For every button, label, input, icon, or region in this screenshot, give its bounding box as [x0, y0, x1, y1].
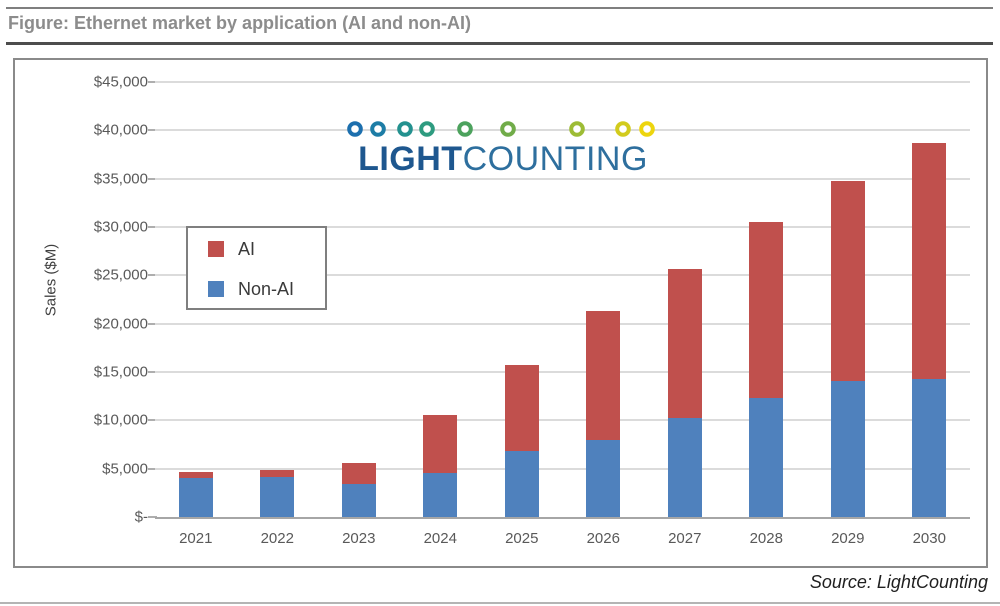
legend-label-ai: AI [238, 238, 256, 259]
logo-wordmark-bold: LIGHT [358, 140, 463, 178]
bar-segment-nonai-2027 [667, 418, 702, 517]
y-axis-tick-label: $15,000 [93, 363, 148, 381]
bar-segment-nonai-2024 [423, 472, 458, 517]
y-axis-tick [148, 322, 157, 325]
y-axis-tick [148, 177, 157, 180]
gridline [155, 467, 970, 470]
footer-rule [0, 602, 1000, 604]
y-axis-ticks [148, 81, 157, 519]
bar-segment-nonai-2023 [341, 484, 376, 517]
bar-segment-nonai-2026 [586, 439, 621, 517]
gridline [155, 274, 970, 277]
x-axis-label-2029: 2029 [831, 530, 865, 547]
y-axis-tick [148, 274, 157, 277]
logo-wordmark-regular: COUNTING [462, 140, 648, 178]
y-axis-tick-label: $35,000 [93, 170, 148, 188]
chart-area: Sales ($M) $- $5,000 $10,000 $15,000 $20,000… [13, 58, 988, 568]
gridline [155, 129, 970, 132]
legend-swatch-nonai [208, 281, 224, 297]
gridline [155, 371, 970, 373]
bar-segment-nonai-2028 [749, 398, 784, 517]
y-axis-tick-label: $20,000 [93, 315, 148, 333]
x-axis-label-2024: 2024 [423, 530, 457, 547]
x-axis-labels: 2021 2022 2023 2024 2025 2026 2027 2028 2029 2030 [155, 530, 970, 550]
bar-segment-nonai-2022 [260, 477, 295, 517]
y-axis-tick [148, 467, 157, 470]
lightcounting-logo: LIGHTCOUNTING [338, 120, 668, 177]
y-axis-tick [148, 371, 157, 373]
y-axis-tick-label: $10,000 [93, 411, 148, 429]
x-axis-label-2022: 2022 [260, 530, 294, 547]
gridline [155, 419, 970, 422]
gridline [155, 81, 970, 83]
y-axis-tick-label: $40,000 [93, 121, 148, 139]
y-axis-tick [148, 81, 157, 83]
bar-segment-ai-2022 [260, 469, 295, 478]
bar-segment-ai-2024 [423, 414, 458, 473]
y-axis-tick-label: $30,000 [93, 218, 148, 236]
y-axis-tick [148, 419, 157, 422]
x-axis-label-2025: 2025 [505, 530, 539, 547]
x-axis-label-2028: 2028 [749, 530, 783, 547]
x-axis-label-2023: 2023 [342, 530, 376, 547]
logo-dots-icon [338, 120, 668, 138]
bar-segment-ai-2023 [341, 463, 376, 485]
legend-box: AI Non-AI [186, 226, 327, 310]
bar-segment-ai-2030 [912, 142, 947, 379]
bar-segment-ai-2021 [178, 472, 213, 479]
header-bottom-rule [6, 42, 993, 45]
y-axis-labels: $- $5,000 $10,000 $15,000 $20,000 $25,000 $30,… [15, 74, 148, 526]
bar-segment-nonai-2025 [504, 451, 539, 517]
header-top-rule [6, 7, 993, 9]
legend-swatch-ai [208, 241, 224, 257]
legend-label-nonai: Non-AI [238, 278, 295, 299]
bar-segment-nonai-2029 [830, 380, 865, 517]
figure-title: Figure: Ethernet market by application (… [8, 13, 472, 33]
y-axis-tick-label: $25,000 [93, 266, 148, 284]
source-credit: Source: LightCounting [809, 572, 988, 592]
logo-wordmark: LIGHTCOUNTING [338, 141, 668, 177]
x-axis-label-2027: 2027 [668, 530, 702, 547]
y-axis-tick-label: $5,000 [102, 460, 148, 478]
bar-segment-ai-2025 [504, 365, 539, 452]
y-axis-tick-label: $- [134, 508, 148, 526]
x-axis-label-2021: 2021 [179, 530, 213, 547]
y-axis-tick [148, 516, 157, 518]
bar-segment-ai-2027 [667, 268, 702, 419]
y-axis-tick [148, 226, 157, 228]
bar-segment-nonai-2021 [178, 478, 213, 517]
bar-segment-ai-2029 [830, 180, 865, 381]
gridline [155, 322, 970, 325]
bar-segment-nonai-2030 [912, 378, 947, 517]
gridline [155, 177, 970, 180]
bar-segment-ai-2028 [749, 222, 784, 399]
legend-item-ai: AI [208, 238, 256, 259]
x-axis-label-2030: 2030 [912, 530, 946, 547]
gridline [155, 226, 970, 228]
bar-segment-ai-2026 [586, 311, 621, 440]
legend-item-nonai: Non-AI [208, 278, 295, 299]
x-axis-label-2026: 2026 [586, 530, 620, 547]
y-axis-tick [148, 129, 157, 132]
y-axis-tick-label: $45,000 [93, 73, 148, 91]
plot-area [155, 81, 970, 519]
